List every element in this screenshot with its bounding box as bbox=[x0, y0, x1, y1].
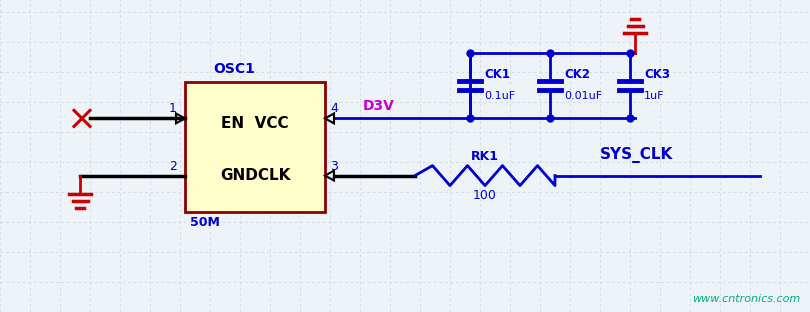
Text: CK1: CK1 bbox=[484, 68, 510, 81]
Text: 50M: 50M bbox=[190, 216, 220, 229]
Text: 1uF: 1uF bbox=[644, 91, 664, 101]
Text: D3V: D3V bbox=[363, 100, 395, 113]
Text: EN  VCC: EN VCC bbox=[221, 116, 289, 131]
Text: RK1: RK1 bbox=[471, 149, 499, 163]
Text: CK2: CK2 bbox=[564, 68, 590, 81]
Text: SYS_CLK: SYS_CLK bbox=[600, 147, 673, 163]
Text: 0.1uF: 0.1uF bbox=[484, 91, 515, 101]
Text: CK3: CK3 bbox=[644, 68, 670, 81]
Text: 4: 4 bbox=[330, 102, 338, 115]
Text: 0.01uF: 0.01uF bbox=[564, 91, 602, 101]
Text: 100: 100 bbox=[473, 188, 497, 202]
Text: 1: 1 bbox=[169, 102, 177, 115]
Text: GNDCLK: GNDCLK bbox=[220, 168, 290, 183]
Bar bbox=[185, 82, 325, 212]
Text: 2: 2 bbox=[169, 160, 177, 173]
Text: 3: 3 bbox=[330, 160, 338, 173]
Text: OSC1: OSC1 bbox=[213, 62, 255, 76]
Text: www.cntronics.com: www.cntronics.com bbox=[692, 294, 800, 304]
